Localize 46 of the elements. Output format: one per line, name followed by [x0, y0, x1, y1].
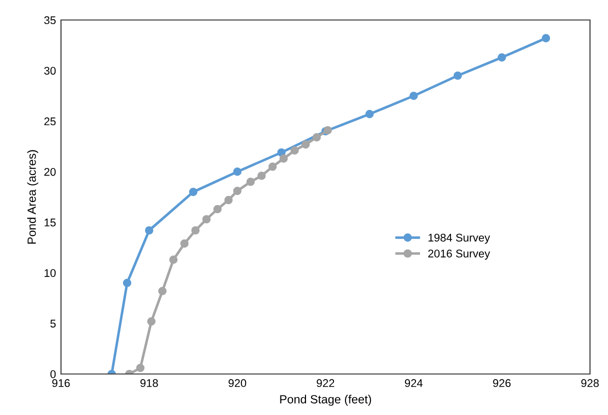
point — [290, 146, 299, 155]
point — [454, 71, 462, 80]
x-tick-label: 922 — [316, 379, 334, 388]
point — [169, 256, 178, 264]
point — [257, 172, 266, 180]
point — [498, 53, 506, 62]
y-tick-label: 25 — [44, 117, 56, 126]
legend-label: 1984 Survey — [428, 234, 490, 244]
point — [202, 215, 211, 224]
y-tick-label: 15 — [44, 218, 56, 226]
point — [233, 186, 242, 196]
point — [246, 178, 255, 186]
x-tick-label: 928 — [581, 379, 599, 388]
point — [365, 110, 374, 118]
point — [136, 364, 145, 372]
point — [122, 278, 132, 288]
point — [279, 154, 288, 163]
y-tick-label: 0 — [50, 370, 56, 378]
y-tick-label: 35 — [44, 16, 56, 24]
x-axis-title: Pond Stage (feet) — [280, 394, 372, 406]
point — [233, 168, 242, 176]
point — [189, 188, 198, 196]
point — [213, 204, 222, 214]
point — [301, 140, 310, 149]
point — [158, 286, 167, 296]
y-tick-label: 20 — [44, 168, 56, 176]
point — [147, 317, 156, 326]
x-tick-label: 918 — [140, 379, 158, 388]
x-tick-label: 920 — [228, 379, 246, 388]
y-tick-label: 10 — [44, 269, 56, 277]
point — [410, 92, 418, 100]
x-tick-label: 916 — [52, 379, 70, 388]
y-tick-label: 30 — [44, 66, 56, 75]
point — [324, 126, 332, 134]
legend-label: 2016 Survey — [428, 250, 490, 260]
point — [191, 226, 200, 235]
x-tick-label: 926 — [493, 379, 511, 388]
point — [180, 239, 189, 248]
point — [145, 226, 154, 235]
point — [268, 162, 277, 171]
x-tick-label: 924 — [404, 379, 423, 388]
point — [312, 133, 321, 142]
y-axis-title: Pond Area (acres) — [27, 150, 38, 244]
point — [542, 34, 550, 42]
point — [224, 196, 233, 204]
y-tick-label: 5 — [50, 320, 56, 328]
